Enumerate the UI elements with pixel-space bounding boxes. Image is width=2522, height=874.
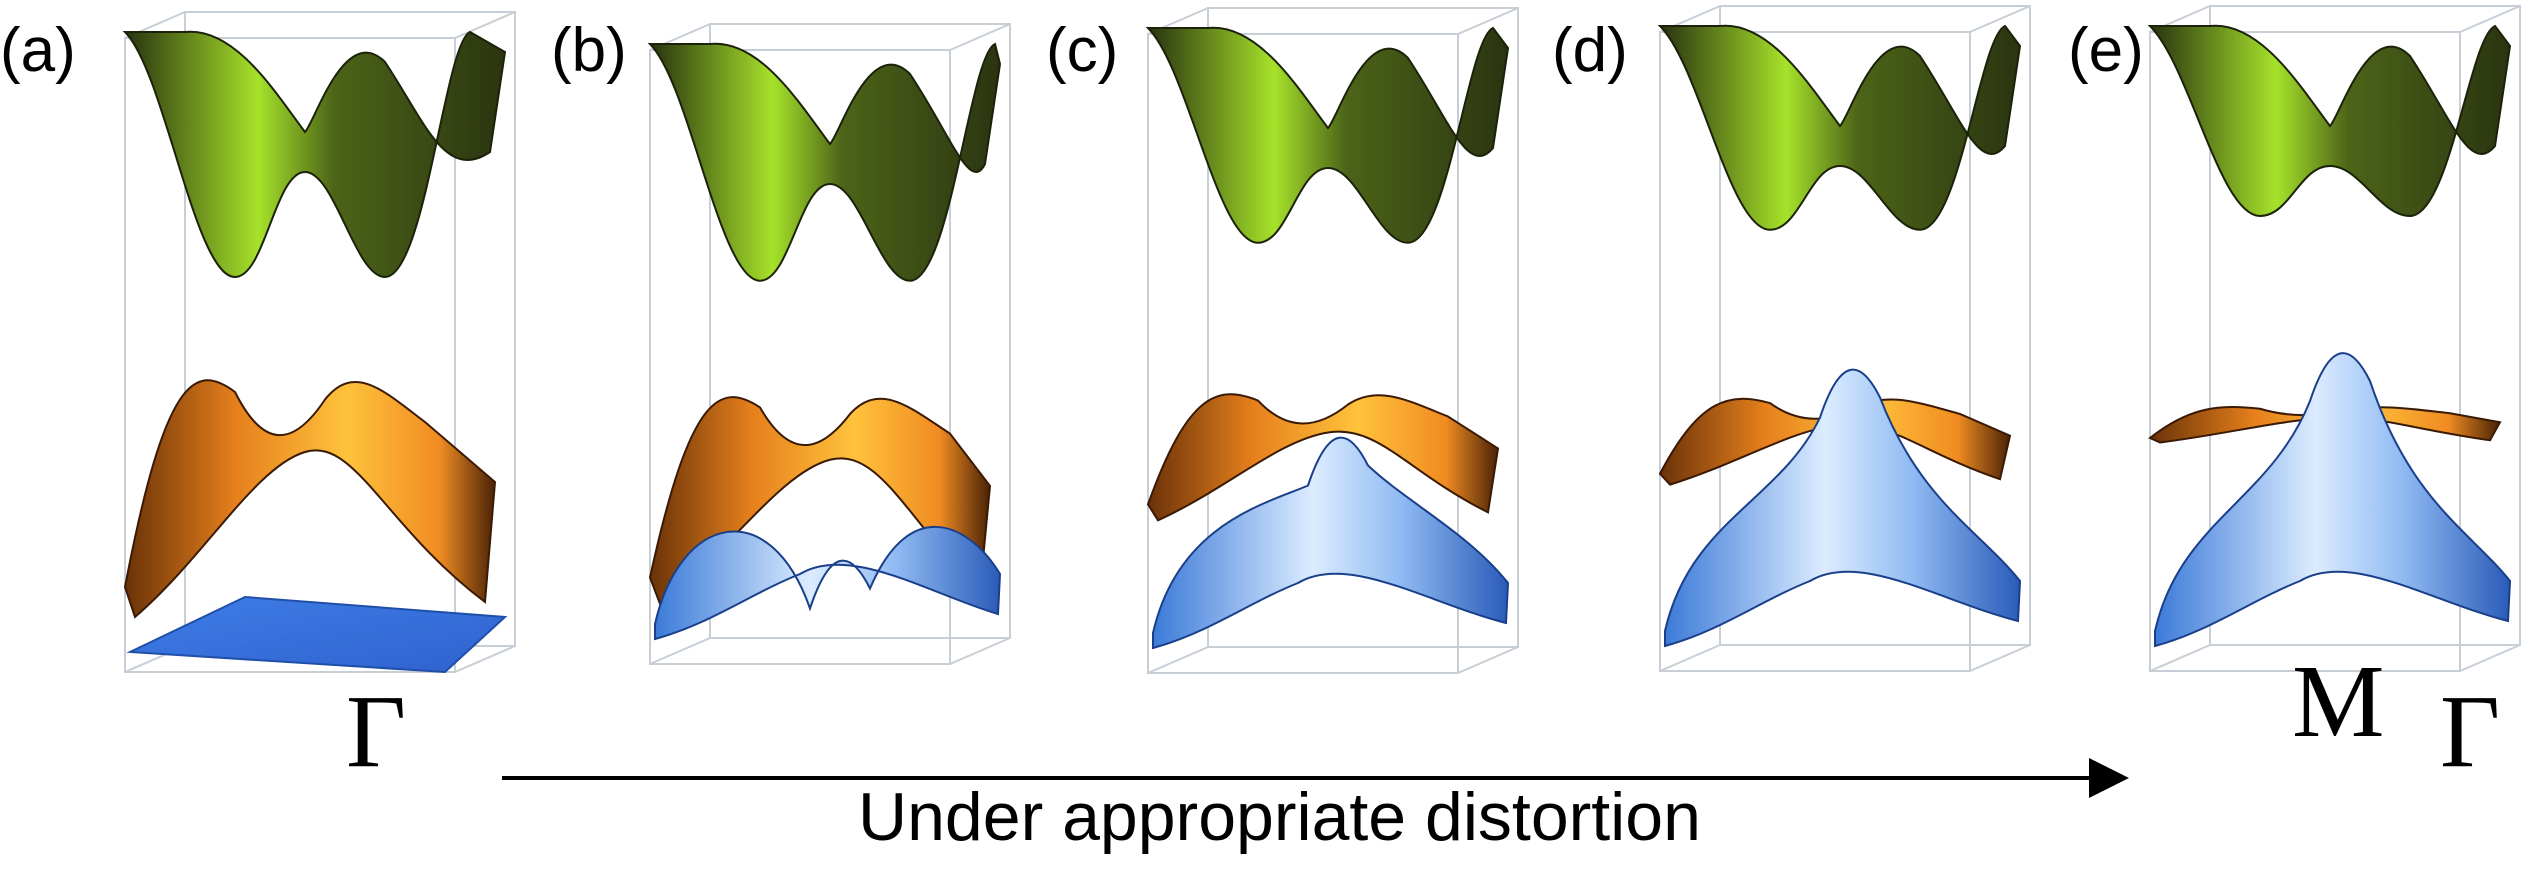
panel-label-c: (c) [1046,16,1119,85]
panel-e [2147,5,2521,672]
lower-band-surface [126,595,508,674]
panel-label-d: (d) [1552,16,1628,85]
upper-band-surface [647,42,1002,282]
middle-band-surface [2148,405,2502,444]
m-label-e: M [2292,644,2385,759]
lower-band-surface [1152,436,1510,650]
panel-c [1145,7,1519,674]
bounding-box [649,23,1011,665]
panel-a [122,11,516,674]
lower-band-surface [2154,352,2512,648]
upper-band-surface [1657,24,2022,231]
lower-band-surface [654,526,1002,641]
panel-label-a: (a) [0,16,76,85]
panel-label-b: (b) [551,16,627,85]
upper-band-surface [122,30,507,279]
panel-label-e: (e) [2068,16,2144,85]
upper-band-surface [1145,26,1510,244]
upper-band-surface [2147,24,2512,218]
middle-band-surface [123,379,497,619]
lower-band-surface [1664,368,2022,648]
middle-band-surface [1146,393,1500,522]
middle-band-surface [1658,397,2012,486]
middle-band-surface [648,396,992,606]
gamma-label-a: Γ [346,674,407,789]
bounding-box [2149,5,2521,672]
panel-d [1657,5,2031,672]
panel-b [647,23,1011,665]
gamma-label-e: Γ [2440,674,2501,789]
bounding-box [1659,5,2031,672]
distortion-caption: Under appropriate distortion [858,779,1701,855]
